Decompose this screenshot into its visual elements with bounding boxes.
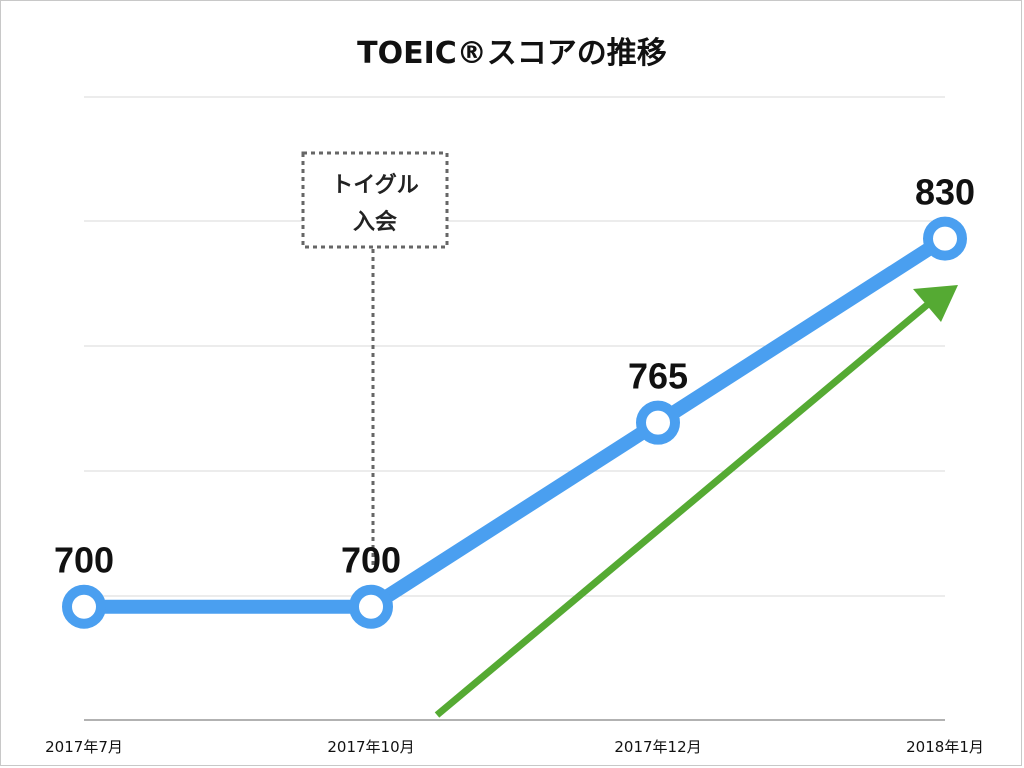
data-point-1 — [62, 584, 106, 629]
chart-title: TOEIC®スコアの推移 — [357, 36, 667, 71]
series-line-group: 700 700 765 830 — [54, 172, 975, 629]
annotation-box: トイグル 入会 — [301, 151, 449, 570]
data-point-4 — [923, 216, 967, 261]
data-point-2 — [349, 584, 393, 629]
gridlines — [84, 96, 945, 597]
data-label-1: 700 — [54, 540, 114, 581]
annotation-line-2: 入会 — [353, 209, 397, 235]
x-tick-label-4: 2018年1月 — [906, 738, 984, 756]
data-label-2: 700 — [341, 540, 401, 581]
series-line — [84, 232, 949, 614]
x-tick-label-2: 2017年10月 — [327, 738, 414, 756]
data-label-3: 765 — [628, 356, 688, 397]
x-tick-label-3: 2017年12月 — [614, 738, 701, 756]
trend-arrow — [434, 285, 958, 718]
trend-arrow-head — [913, 285, 958, 322]
data-label-4: 830 — [915, 172, 975, 213]
annotation-line-1: トイグル — [331, 172, 419, 198]
annotation-border — [301, 151, 449, 249]
data-point-3 — [636, 400, 680, 445]
x-tick-labels: 2017年7月 2017年10月 2017年12月 2018年1月 — [45, 738, 984, 756]
x-tick-label-1: 2017年7月 — [45, 738, 123, 756]
trend-arrow-shaft — [434, 302, 930, 718]
